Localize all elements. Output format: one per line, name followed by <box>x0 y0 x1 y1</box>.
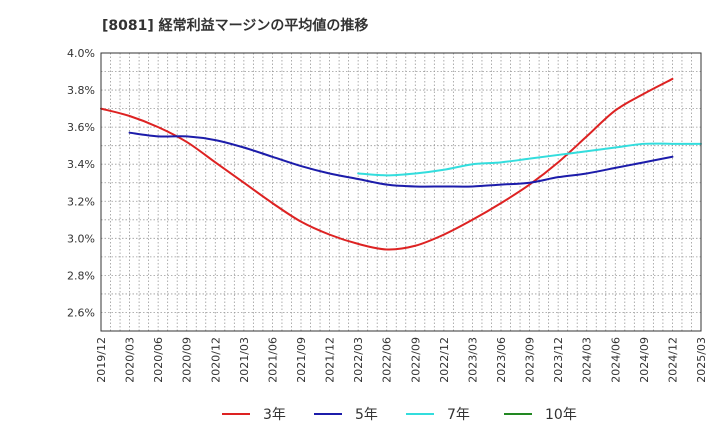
x-tick-label: 2021/06 <box>266 337 279 383</box>
x-tick-label: 2020/03 <box>124 337 137 383</box>
x-tick-label: 2021/12 <box>324 337 337 383</box>
x-tick-label: 2023/03 <box>466 337 479 383</box>
x-tick-label: 2020/09 <box>181 337 194 383</box>
legend-label: 10年 <box>545 407 577 423</box>
x-tick-label: 2021/03 <box>238 337 251 383</box>
plot-frame <box>100 52 702 332</box>
legend-label: 3年 <box>263 407 286 423</box>
x-tick-label: 2024/12 <box>666 337 679 383</box>
series-line-3 <box>357 142 702 177</box>
x-tick-label: 2022/06 <box>381 337 394 383</box>
chart-title: [8081] 経常利益マージンの平均値の推移 <box>102 17 368 34</box>
y-tick-label: 3.0% <box>67 232 95 245</box>
series-lines <box>100 77 702 251</box>
grid <box>101 53 701 331</box>
x-tick-label: 2024/09 <box>638 337 651 383</box>
y-tick-label: 3.4% <box>67 158 95 171</box>
y-tick-label: 2.8% <box>67 269 95 282</box>
x-tick-label: 2020/06 <box>152 337 165 383</box>
y-tick-label: 4.0% <box>67 47 95 60</box>
y-tick-label: 2.6% <box>67 306 95 319</box>
x-tick-label: 2024/06 <box>609 337 622 383</box>
legend: 3年 5年 7年 10年 <box>222 407 577 423</box>
x-tick-label: 2022/03 <box>352 337 365 383</box>
x-tick-label: 2025/03 <box>695 337 708 383</box>
x-axis-ticks: 2019/12 2020/03 2020/06 2020/09 2020/12 2021/… <box>95 337 708 383</box>
x-tick-label: 2020/12 <box>209 337 222 383</box>
x-tick-label: 2023/09 <box>524 337 537 383</box>
x-tick-label: 2019/12 <box>95 337 108 383</box>
y-tick-label: 3.8% <box>67 84 95 97</box>
x-tick-label: 2023/06 <box>495 337 508 383</box>
x-tick-label: 2024/03 <box>581 337 594 383</box>
y-axis-ticks: 2.6% 2.8% 3.0% 3.2% 3.4% 3.6% 3.8% 4.0% <box>67 47 95 319</box>
legend-label: 5年 <box>355 407 378 423</box>
y-tick-label: 3.2% <box>67 195 95 208</box>
x-tick-label: 2022/09 <box>409 337 422 383</box>
legend-label: 7年 <box>447 407 470 423</box>
series-line-1 <box>100 77 674 251</box>
x-tick-label: 2021/09 <box>295 337 308 383</box>
y-tick-label: 3.6% <box>67 121 95 134</box>
x-tick-label: 2022/12 <box>438 337 451 383</box>
series-line-2 <box>128 131 674 188</box>
x-tick-label: 2023/12 <box>552 337 565 383</box>
